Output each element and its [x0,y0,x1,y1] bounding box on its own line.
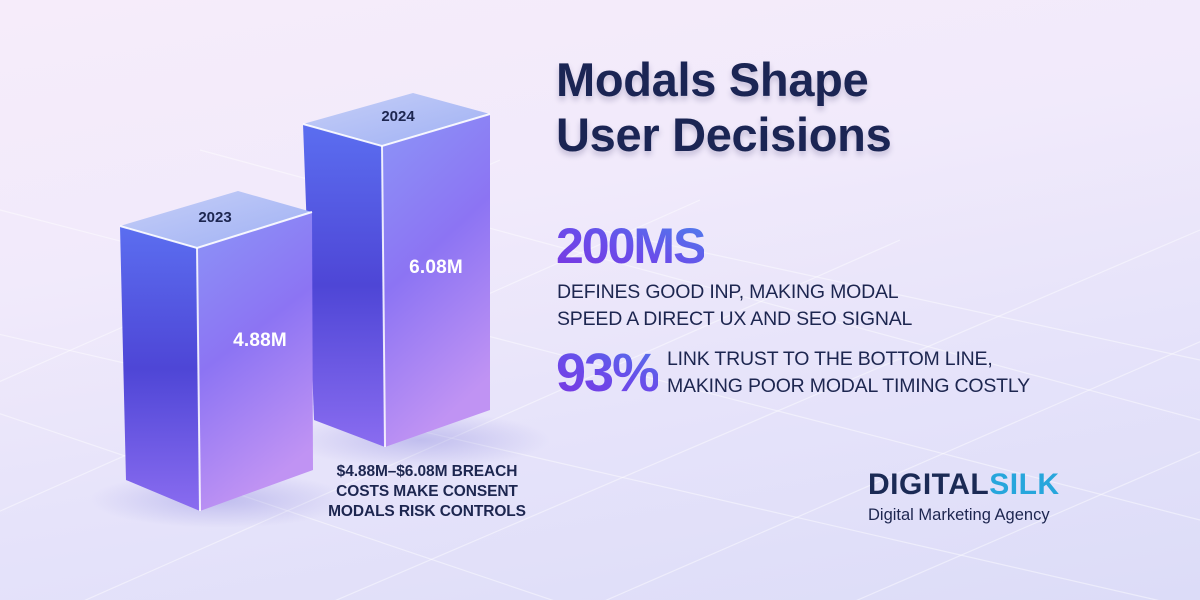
caption-line: MODALS RISK CONTROLS [328,503,526,520]
stat-description-line: SPEED A DIRECT UX AND SEO SIGNAL [557,308,913,330]
stat-description-line: MAKING POOR MODAL TIMING COSTLY [667,375,1030,397]
title-line: User Decisions [556,108,892,161]
bar-2024 [290,93,550,468]
page-title: Modals Shape User Decisions [556,52,892,162]
chart-caption: $4.88M–$6.08M BREACH COSTS MAKE CONSENT … [322,462,532,522]
logo-word-light: SILK [989,468,1060,501]
stat-description-line: DEFINES GOOD INP, MAKING MODAL [557,281,899,303]
logo-word-dark: DIGITAL [868,468,990,501]
stat-description-trust: LINK TRUST TO THE BOTTOM LINE, MAKING PO… [667,346,1030,400]
stat-description-line: LINK TRUST TO THE BOTTOM LINE, [667,348,993,370]
stat-description-inp: DEFINES GOOD INP, MAKING MODAL SPEED A D… [557,279,912,333]
logo-tagline: Digital Marketing Agency [868,506,1050,524]
bar-category-label: 2024 [381,108,415,125]
brand-logo: DIGITALSILK Digital Marketing Agency [868,468,1060,526]
bar-value-label: 6.08M [409,257,463,278]
bar-value-label: 4.88M [233,330,287,351]
stat-value-inp: 200MS [556,218,706,274]
logo-wordmark: DIGITALSILK [868,468,1060,502]
title-line: Modals Shape [556,53,869,106]
bar-category-label: 2023 [198,209,232,226]
caption-line: COSTS MAKE CONSENT [336,483,518,500]
caption-line: $4.88M–$6.08M BREACH [336,463,518,480]
bar-2023 [90,191,350,528]
stat-value-trust: 93% [556,343,660,403]
